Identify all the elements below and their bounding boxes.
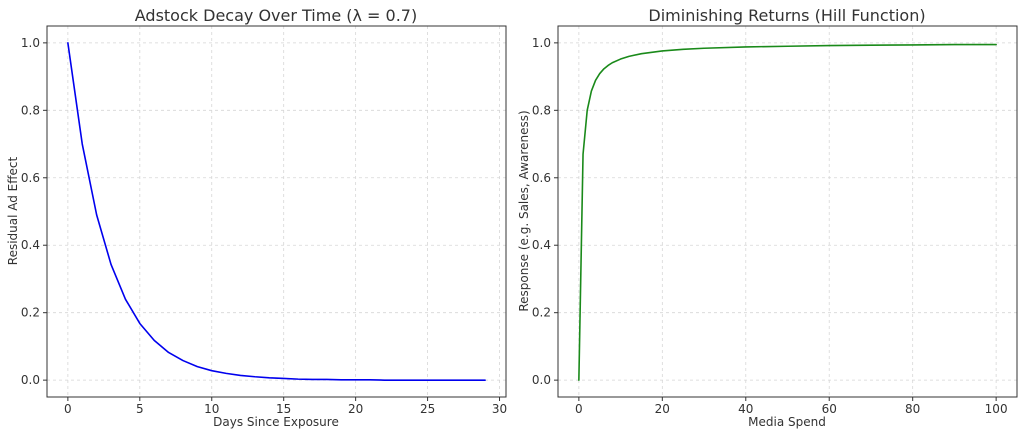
adstock-y-tick-label: 0.6 <box>21 171 40 185</box>
adstock-y-axis-label: Residual Ad Effect <box>6 156 20 265</box>
adstock-x-tick-label: 25 <box>420 402 435 416</box>
adstock-series-line <box>67 42 486 381</box>
adstock-x-axis-label: Days Since Exposure <box>213 415 339 429</box>
hill-y-tick-label: 0.0 <box>532 373 551 387</box>
hill-x-tick-label: 60 <box>822 402 837 416</box>
hill-x-tick-label: 40 <box>738 402 753 416</box>
hill-chart: Diminishing Returns (Hill Function) 0 20 4… <box>517 6 1018 429</box>
adstock-x-tick-label: 10 <box>204 402 219 416</box>
hill-y-tick-label: 1.0 <box>532 36 551 50</box>
hill-y-tick-label: 0.6 <box>532 171 551 185</box>
adstock-plot-area <box>46 25 507 398</box>
hill-x-tick-label: 0 <box>575 402 583 416</box>
adstock-x-tick-label: 30 <box>492 402 507 416</box>
hill-x-tick-label: 80 <box>905 402 920 416</box>
adstock-chart: Adstock Decay Over Time (λ = 0.7) 0 5 10 15… <box>6 6 507 429</box>
hill-x-tick-label: 20 <box>655 402 670 416</box>
hill-y-axis-label: Response (e.g. Sales, Awareness) <box>517 110 531 311</box>
hill-y-tick-label: 0.4 <box>532 238 551 252</box>
hill-series-line <box>578 43 997 381</box>
hill-plot-area <box>557 25 1018 398</box>
adstock-x-tick-label: 20 <box>348 402 363 416</box>
adstock-x-tick-label: 5 <box>136 402 144 416</box>
hill-x-axis-label: Media Spend <box>748 415 826 429</box>
adstock-y-tick-label: 0.8 <box>21 103 40 117</box>
adstock-y-tick-label: 0.0 <box>21 373 40 387</box>
adstock-y-tick-label: 0.4 <box>21 238 40 252</box>
adstock-y-tick-label: 0.2 <box>21 306 40 320</box>
adstock-x-tick-label: 0 <box>64 402 72 416</box>
hill-y-tick-label: 0.8 <box>532 103 551 117</box>
hill-x-tick-label: 100 <box>985 402 1008 416</box>
adstock-x-tick-label: 15 <box>276 402 291 416</box>
hill-chart-title: Diminishing Returns (Hill Function) <box>648 6 925 25</box>
adstock-y-tick-label: 1.0 <box>21 36 40 50</box>
hill-y-tick-label: 0.2 <box>532 306 551 320</box>
adstock-chart-title: Adstock Decay Over Time (λ = 0.7) <box>135 6 417 25</box>
